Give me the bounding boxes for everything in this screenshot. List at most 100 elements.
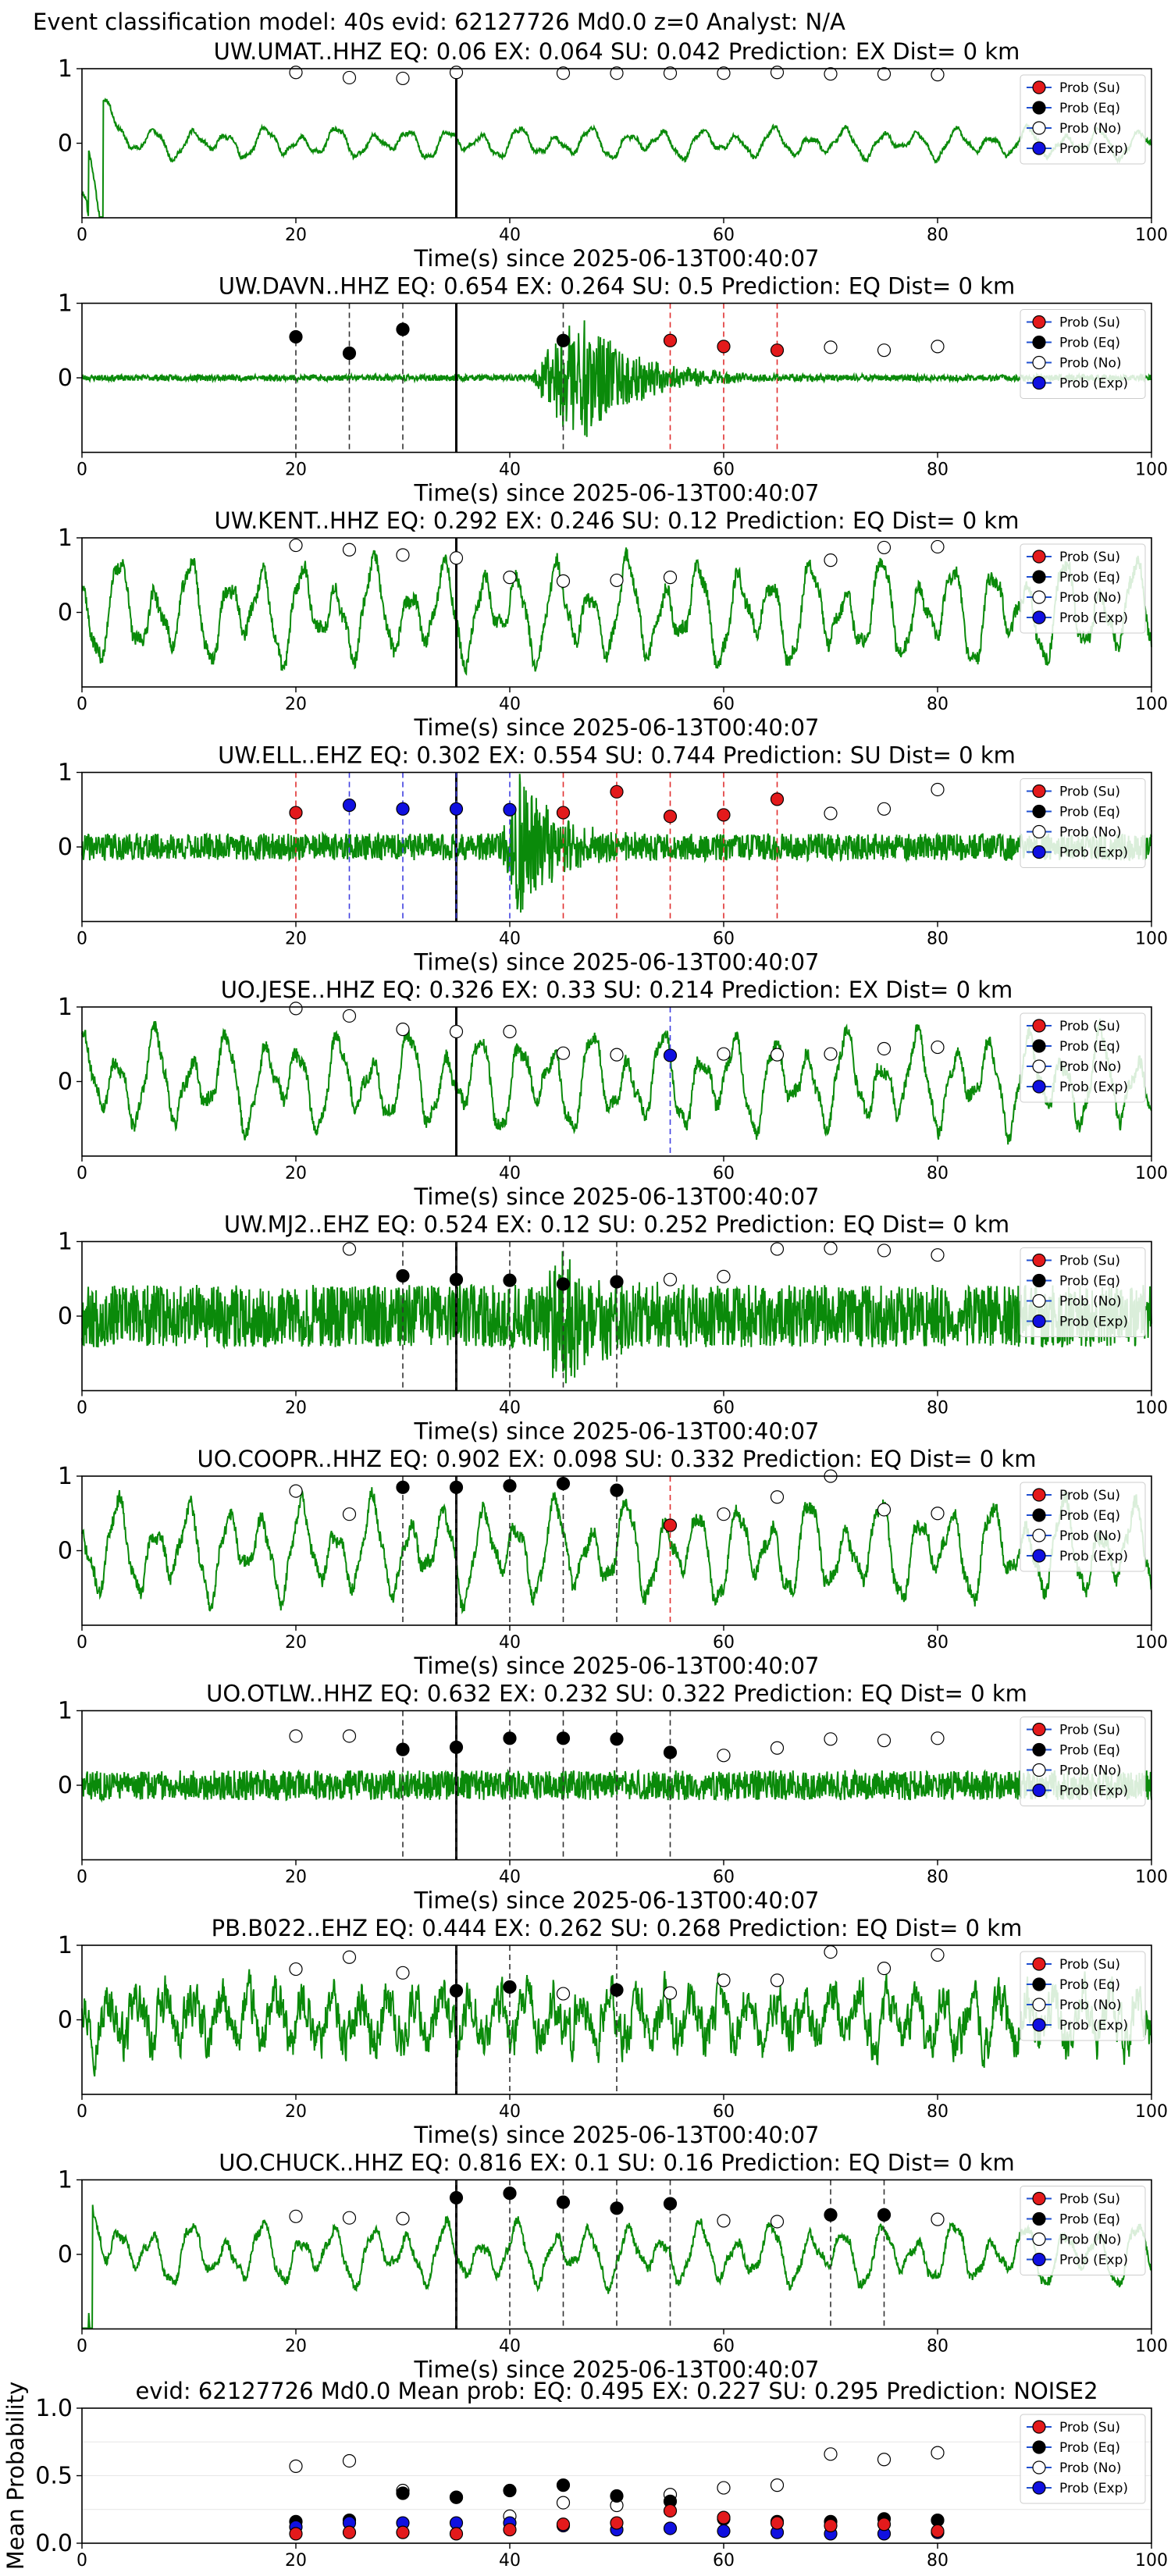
- legend-marker-eq: [1032, 570, 1046, 584]
- legend-marker-no: [1032, 824, 1046, 839]
- x-tick-label: 0: [77, 695, 87, 714]
- prob-marker-no: [556, 574, 571, 588]
- panel-title: evid: 62127726 Md0.0 Mean prob: EQ: 0.49…: [135, 2378, 1098, 2404]
- x-tick-label: 100: [1135, 2102, 1168, 2122]
- prob-marker-no: [289, 66, 303, 80]
- prob-marker-no: [931, 539, 945, 554]
- x-tick-label: 40: [499, 2102, 521, 2122]
- prob-marker-no: [342, 1729, 357, 1743]
- legend-box: [1020, 74, 1146, 165]
- x-tick-label: 0: [77, 1868, 87, 1888]
- panel-10: UO.CHUCK..HHZ EQ: 0.816 EX: 0.1 SU: 0.16…: [58, 2150, 1168, 2383]
- x-tick-label: 60: [713, 2337, 735, 2357]
- mean-marker-su: [503, 2523, 517, 2537]
- y-tick-label: 1: [58, 290, 73, 318]
- x-tick-label: 60: [713, 1633, 735, 1653]
- y-tick-label: 0: [58, 2007, 73, 2034]
- panel-4: UW.ELL..EHZ EQ: 0.302 EX: 0.554 SU: 0.74…: [58, 742, 1168, 976]
- legend-label-su: Prob (Su): [1059, 1723, 1120, 1738]
- legend-label-eq: Prob (Eq): [1059, 336, 1120, 351]
- prob-marker-no: [824, 1944, 838, 1959]
- legend-label-no: Prob (No): [1059, 356, 1122, 372]
- y-tick-label: 1: [58, 760, 73, 787]
- x-axis-label: Time(s) since 2025-06-13T00:40:07: [414, 714, 820, 741]
- y-tick-label: 0: [58, 1069, 73, 1096]
- x-tick-label: 80: [927, 2551, 949, 2571]
- legend-label-su: Prob (Su): [1059, 1019, 1120, 1034]
- prob-marker-no: [770, 2215, 785, 2229]
- panel-9: PB.B022..EHZ EQ: 0.444 EX: 0.262 SU: 0.2…: [58, 1915, 1168, 2148]
- prob-marker-no: [717, 1269, 731, 1283]
- legend-box: [1020, 1717, 1146, 1806]
- prob-marker-no: [342, 543, 357, 557]
- prob-marker-eq: [396, 322, 410, 336]
- prob-marker-eq: [610, 1275, 624, 1289]
- legend-marker-su: [1032, 2420, 1046, 2434]
- mean-marker-eq: [396, 2486, 410, 2500]
- legend-marker-exp: [1032, 845, 1046, 859]
- legend-marker-eq: [1032, 1977, 1046, 1991]
- panel-8: UO.OTLW..HHZ EQ: 0.632 EX: 0.232 SU: 0.3…: [58, 1681, 1168, 1914]
- y-axis-label: Mean Probability: [2, 2382, 29, 2571]
- prob-marker-su: [717, 340, 731, 354]
- y-tick-label: 0: [58, 834, 73, 861]
- prob-marker-no: [770, 66, 785, 80]
- prob-marker-no: [717, 1973, 731, 1987]
- legend-box: [1020, 1012, 1146, 1103]
- prob-marker-no: [289, 1002, 303, 1016]
- x-tick-label: 40: [499, 461, 521, 480]
- legend-label-exp: Prob (Exp): [1059, 610, 1128, 626]
- legend-marker-eq: [1032, 335, 1046, 350]
- x-tick-label: 80: [927, 695, 949, 714]
- prob-marker-no: [663, 66, 678, 80]
- prob-marker-no: [289, 538, 303, 553]
- x-tick-label: 40: [499, 930, 521, 949]
- x-tick-label: 0: [77, 2102, 87, 2122]
- prob-marker-eq: [503, 1273, 517, 1287]
- legend-label-no: Prob (No): [1059, 590, 1122, 606]
- legend-box: [1020, 543, 1146, 634]
- legend-marker-su: [1032, 550, 1046, 564]
- x-tick-label: 20: [285, 2337, 307, 2357]
- panel-title: PB.B022..EHZ EQ: 0.444 EX: 0.262 SU: 0.2…: [212, 1915, 1023, 1941]
- legend-label-no: Prob (No): [1059, 121, 1122, 137]
- x-tick-label: 20: [285, 1399, 307, 1418]
- legend-box: [1020, 1247, 1146, 1337]
- legend-label-no: Prob (No): [1059, 1528, 1122, 1544]
- mean-marker-su: [556, 2517, 571, 2532]
- prob-marker-no: [610, 66, 624, 80]
- legend-marker-eq: [1032, 2211, 1046, 2226]
- prob-marker-no: [556, 1987, 571, 2001]
- panel-title: UO.JESE..HHZ EQ: 0.326 EX: 0.33 SU: 0.21…: [221, 977, 1013, 1003]
- legend-marker-eq: [1032, 2440, 1046, 2454]
- legend-marker-exp: [1032, 610, 1046, 624]
- y-tick-label: 0: [58, 2241, 73, 2268]
- legend-marker-no: [1032, 1059, 1046, 1073]
- x-tick-label: 60: [713, 1868, 735, 1888]
- x-tick-label: 40: [499, 1164, 521, 1183]
- legend-label-exp: Prob (Exp): [1059, 2481, 1128, 2496]
- waveform-trace: [81, 774, 1152, 913]
- panel-3: UW.KENT..HHZ EQ: 0.292 EX: 0.246 SU: 0.1…: [58, 507, 1168, 741]
- waveform-trace: [81, 98, 1152, 218]
- x-axis-label: Time(s) since 2025-06-13T00:40:07: [414, 1888, 820, 1914]
- x-tick-label: 80: [927, 1164, 949, 1183]
- prob-marker-no: [396, 2211, 410, 2226]
- x-tick-label: 100: [1135, 1399, 1168, 1418]
- prob-marker-no: [610, 1048, 624, 1062]
- legend-marker-eq: [1032, 1508, 1046, 1522]
- panel-11: evid: 62127726 Md0.0 Mean prob: EQ: 0.49…: [2, 2378, 1168, 2571]
- prob-marker-no: [663, 1272, 678, 1286]
- x-axis-label: Time(s) since 2025-06-13T00:40:07: [414, 480, 820, 507]
- x-tick-label: 40: [499, 1633, 521, 1653]
- x-tick-label: 0: [77, 930, 87, 949]
- prob-marker-no: [289, 2209, 303, 2223]
- legend-marker-su: [1032, 2191, 1046, 2206]
- legend-label-su: Prob (Su): [1059, 1957, 1120, 1973]
- prob-marker-no: [824, 806, 838, 820]
- mean-marker-exp: [663, 2521, 678, 2535]
- panel-1: UW.UMAT..HHZ EQ: 0.06 EX: 0.064 SU: 0.04…: [58, 38, 1168, 272]
- y-tick-label: 1: [58, 1698, 73, 1725]
- legend-label-no: Prob (No): [1059, 1294, 1122, 1310]
